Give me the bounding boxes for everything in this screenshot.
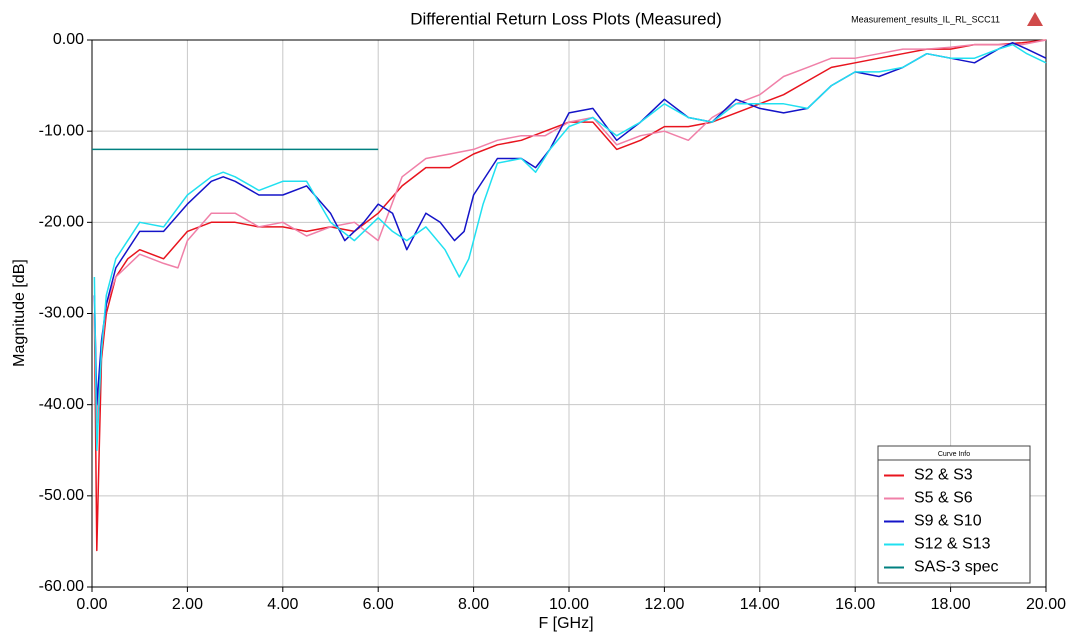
x-axis-label: F [GHz] [538, 615, 593, 632]
x-tick-label: 20.00 [1026, 596, 1066, 613]
curve [93, 41, 1047, 406]
x-tick-label: 6.00 [363, 596, 394, 613]
x-tick-label: 0.00 [76, 596, 107, 613]
y-tick-label: -60.00 [39, 578, 84, 595]
x-tick-label: 4.00 [267, 596, 298, 613]
curve [93, 39, 1047, 552]
y-tick-label: -30.00 [39, 305, 84, 322]
legend-label: S2 & S3 [914, 467, 973, 484]
x-tick-label: 8.00 [458, 596, 489, 613]
legend-box [877, 445, 1031, 584]
legend-title: Curve Info [938, 451, 970, 458]
y-tick-label: -20.00 [39, 214, 84, 231]
plot-frame [91, 39, 1047, 588]
legend: Curve Info S2 & S3 S5 & S6 S9 & S10 S12 & S1… [877, 445, 1031, 584]
logo-icon [1027, 12, 1043, 26]
x-tick-label: 16.00 [835, 596, 875, 613]
x-tick-label: 18.00 [931, 596, 971, 613]
x-tick-label: 10.00 [549, 596, 589, 613]
curve [93, 43, 1047, 452]
legend-label: S5 & S6 [914, 490, 973, 507]
legend-label: S12 & S13 [914, 536, 991, 553]
y-tick-label: -50.00 [39, 487, 84, 504]
x-tick-label: 14.00 [740, 596, 780, 613]
y-axis-label: Magnitude [dB] [11, 259, 28, 367]
y-tick-label: 0.00 [53, 31, 84, 48]
legend-label: SAS-3 spec [914, 559, 998, 576]
chart-subtitle: Measurement_results_IL_RL_SCC11 [851, 14, 1000, 24]
x-tick-label: 12.00 [644, 596, 684, 613]
y-tick-label: -40.00 [39, 396, 84, 413]
curve [93, 39, 1047, 424]
y-tick-label: -10.00 [39, 122, 84, 139]
chart-title: Differential Return Loss Plots (Measured… [410, 9, 722, 28]
legend-label: S9 & S10 [914, 513, 982, 530]
x-tick-label: 2.00 [172, 596, 203, 613]
